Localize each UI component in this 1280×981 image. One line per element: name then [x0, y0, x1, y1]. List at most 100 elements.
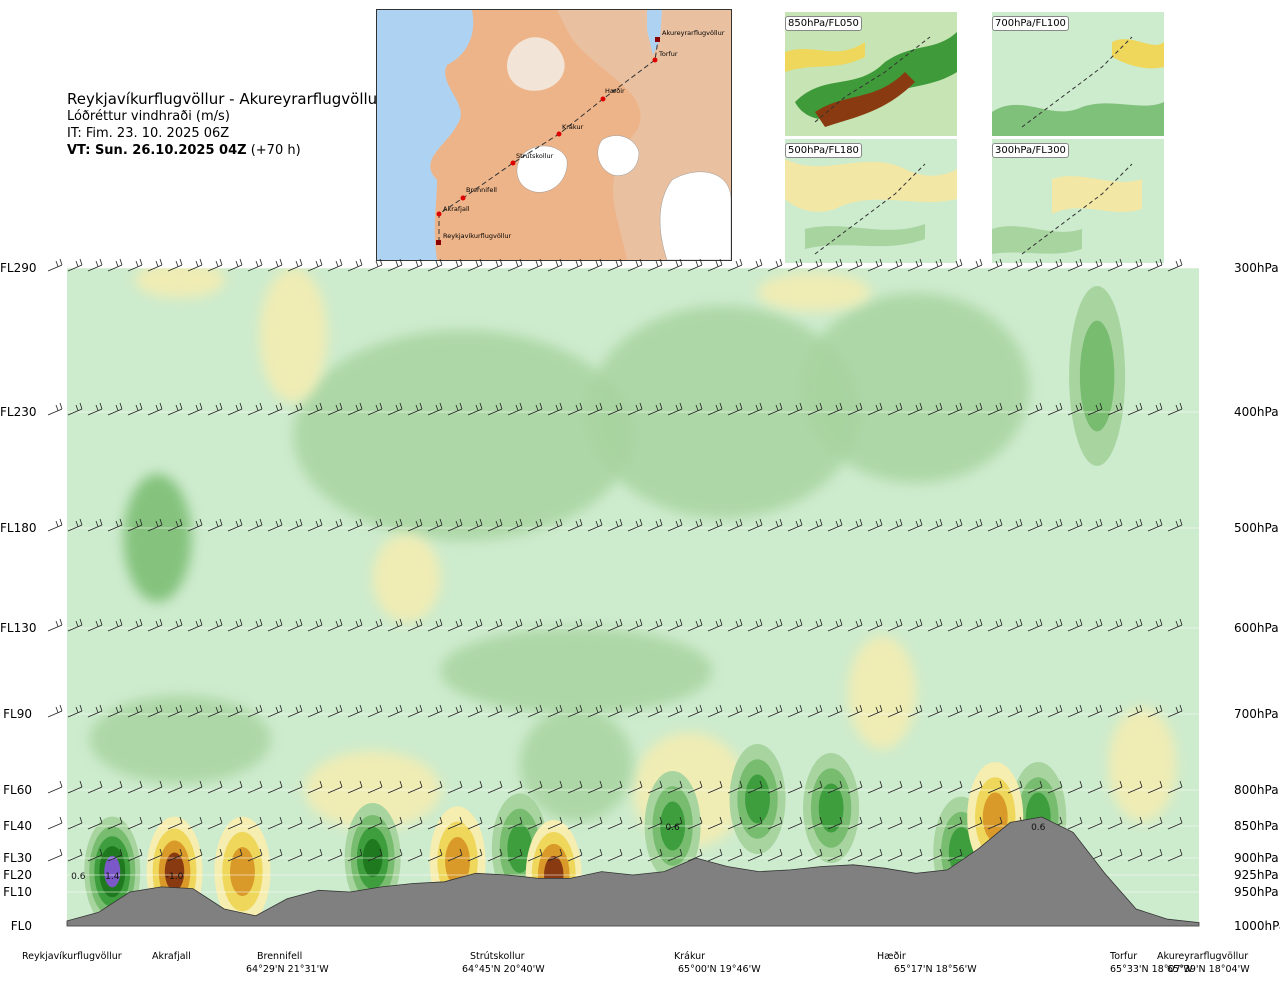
- wind-barb: [307, 780, 323, 794]
- thumbnail-300hpa[interactable]: 300hPa/FL300: [992, 139, 1164, 263]
- wind-barb: [1067, 518, 1083, 532]
- wind-barb: [287, 848, 303, 862]
- waypoint-coord-5: 65°17'N 18°56'W: [894, 964, 977, 975]
- wind-barb: [87, 402, 103, 416]
- wind-barb: [247, 618, 263, 632]
- wind-barb: [127, 848, 143, 862]
- wind-barb: [647, 704, 663, 718]
- wind-barb: [587, 780, 603, 794]
- wind-barb: [567, 704, 583, 718]
- hpa-label-0: 300hPa: [1234, 261, 1279, 275]
- marker-akureyrarflugvollur[interactable]: [655, 37, 660, 42]
- glacier-hofsjokull: [597, 135, 640, 176]
- wind-barb: [667, 780, 683, 794]
- wind-barb: [947, 780, 963, 794]
- wind-barb: [1087, 258, 1103, 272]
- wind-barb: [787, 816, 803, 830]
- wind-barb: [87, 618, 103, 632]
- marker-brennifell[interactable]: [460, 195, 466, 201]
- marker-strutskollur[interactable]: [510, 160, 516, 166]
- wind-barb: [667, 258, 683, 272]
- wind-barb: [287, 258, 303, 272]
- wind-barb: [627, 816, 643, 830]
- route-map[interactable]: Akureyrarflugvöllur Torfur Hæðir Krákur …: [376, 9, 732, 261]
- wind-barb: [1107, 258, 1123, 272]
- wind-barb: [867, 816, 883, 830]
- thumb-500-svg: [785, 139, 957, 263]
- marker-reykjavikurflugvollur[interactable]: [436, 240, 441, 245]
- wind-barb: [647, 780, 663, 794]
- thumbnail-850hpa[interactable]: 850hPa/FL050: [785, 12, 957, 136]
- wind-barb: [587, 258, 603, 272]
- wind-barb: [947, 704, 963, 718]
- wind-barb: [707, 618, 723, 632]
- wind-barb: [387, 704, 403, 718]
- wind-barb: [367, 518, 383, 532]
- wind-barb: [1047, 780, 1063, 794]
- wind-barb: [587, 816, 603, 830]
- wind-barb: [227, 704, 243, 718]
- wind-barb: [907, 780, 923, 794]
- wind-barb: [807, 402, 823, 416]
- wind-barb: [767, 780, 783, 794]
- wind-barb: [467, 402, 483, 416]
- wind-barb: [367, 258, 383, 272]
- wind-barb: [507, 618, 523, 632]
- wind-barb: [467, 848, 483, 862]
- waypoint-name-1: Akrafjall: [152, 951, 191, 962]
- marker-torfur[interactable]: [652, 57, 658, 63]
- wind-barb: [127, 258, 143, 272]
- wind-barb: [547, 258, 563, 272]
- marker-haedir[interactable]: [600, 96, 606, 102]
- wind-barb: [727, 704, 743, 718]
- wind-barb: [407, 704, 423, 718]
- wind-barb: [107, 258, 123, 272]
- wind-barb: [367, 848, 383, 862]
- map-label-torfur: Torfur: [658, 50, 678, 58]
- annotation-0: 0.6: [71, 872, 86, 882]
- wind-barb: [247, 402, 263, 416]
- updraft-cell-4-ring-2: [745, 774, 770, 824]
- wind-barb: [427, 618, 443, 632]
- wind-barb: [767, 402, 783, 416]
- wind-barb: [927, 402, 943, 416]
- thumbnail-500hpa[interactable]: 500hPa/FL180: [785, 139, 957, 263]
- thumbnail-700hpa[interactable]: 700hPa/FL100: [992, 12, 1164, 136]
- wind-barb: [1147, 258, 1163, 272]
- wind-barb: [787, 402, 803, 416]
- wind-barb: [527, 618, 543, 632]
- fjord-north: [647, 10, 662, 55]
- wind-barb: [387, 402, 403, 416]
- map-label-reykjavikurflugvollur: Reykjavíkurflugvöllur: [443, 232, 512, 240]
- wind-barb: [347, 518, 363, 532]
- wind-barb: [727, 258, 743, 272]
- wind-barb: [407, 258, 423, 272]
- wind-barb: [1107, 704, 1123, 718]
- marker-krakur[interactable]: [556, 131, 562, 137]
- wind-barb: [767, 618, 783, 632]
- wind-barb: [1127, 258, 1143, 272]
- wind-barb: [167, 704, 183, 718]
- wind-barb: [207, 618, 223, 632]
- wind-barb: [147, 848, 163, 862]
- wind-barb: [87, 848, 103, 862]
- wind-barb: [1127, 848, 1143, 862]
- thumb-label-300: 300hPa/FL300: [992, 143, 1069, 158]
- wind-barb: [67, 402, 83, 416]
- wind-barb: [487, 618, 503, 632]
- wind-barb: [887, 618, 903, 632]
- fl-label-10: FL0: [10, 919, 32, 933]
- wind-barb: [647, 258, 663, 272]
- wind-barb: [847, 518, 863, 532]
- wind-barb: [387, 816, 403, 830]
- downdraft-cell-0-ring-3: [164, 852, 185, 891]
- wind-barb: [467, 704, 483, 718]
- wind-barb: [247, 780, 263, 794]
- wind-barb: [707, 816, 723, 830]
- wind-barb: [947, 518, 963, 532]
- wind-barb: [187, 780, 203, 794]
- wind-barb: [727, 816, 743, 830]
- marker-akrafjall[interactable]: [436, 211, 442, 217]
- wind-barb: [187, 402, 203, 416]
- wind-barb: [767, 518, 783, 532]
